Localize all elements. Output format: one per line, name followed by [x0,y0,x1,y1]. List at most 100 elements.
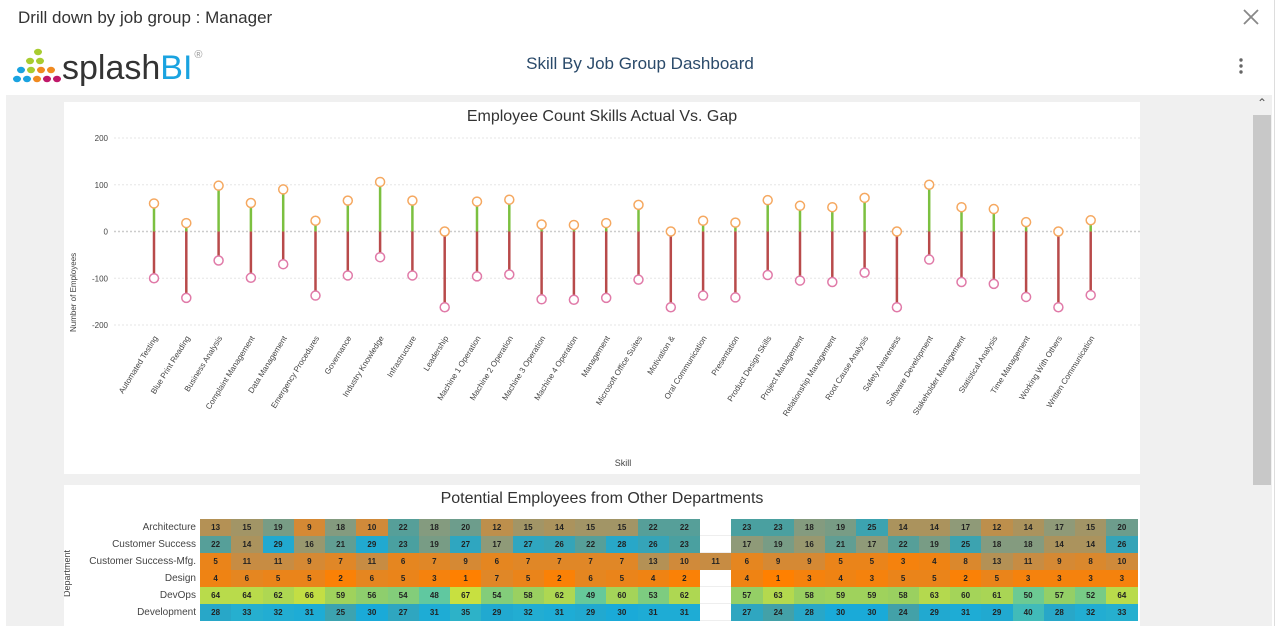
heatmap-cell[interactable]: 62 [543,587,575,604]
actual-marker[interactable] [148,198,160,209]
heatmap-cell[interactable]: 14 [543,519,575,536]
actual-marker[interactable] [633,199,644,211]
heatmap-cell[interactable]: 15 [575,519,607,536]
heatmap-cell[interactable]: 31 [293,604,325,621]
heatmap-cell[interactable]: 7 [418,553,450,570]
heatmap-cell[interactable]: 13 [981,553,1013,570]
heatmap-cell[interactable]: 1 [762,570,794,587]
actual-marker[interactable] [600,217,612,229]
gap-marker[interactable] [827,276,838,288]
heatmap-cell[interactable]: 18 [1012,536,1044,553]
actual-marker[interactable] [471,196,483,207]
heatmap-cell[interactable]: 23 [762,519,794,536]
heatmap-cell[interactable]: 23 [731,519,763,536]
heatmap-cell[interactable]: 17 [950,519,982,536]
heatmap-cell[interactable]: 5 [606,570,638,587]
gap-marker[interactable] [859,267,870,278]
heatmap-cell[interactable]: 22 [200,536,232,553]
heatmap-cell[interactable]: 3 [887,553,919,570]
heatmap-cell[interactable]: 60 [606,587,638,604]
heatmap-cell[interactable]: 6 [356,570,388,587]
actual-marker[interactable] [827,201,838,213]
heatmap-cell[interactable]: 4 [731,570,763,587]
heatmap-cell[interactable]: 11 [1012,553,1044,570]
actual-marker[interactable] [277,184,289,195]
actual-marker[interactable] [310,215,321,226]
heatmap-cell[interactable]: 22 [637,519,669,536]
heatmap-cell[interactable]: 15 [606,519,638,536]
heatmap-cell[interactable]: 26 [543,536,575,553]
heatmap-cell[interactable]: 12 [981,519,1013,536]
heatmap-cell[interactable]: 18 [418,519,450,536]
heatmap-cell[interactable]: 26 [637,536,669,553]
heatmap-cell[interactable]: 16 [293,536,325,553]
heatmap-cell[interactable]: 56 [356,587,388,604]
heatmap-cell[interactable]: 21 [325,536,357,553]
actual-marker[interactable] [439,226,450,237]
heatmap-cell[interactable]: 5 [293,570,325,587]
heatmap-cell[interactable]: 9 [293,553,325,570]
gap-marker[interactable] [1053,301,1064,313]
heatmap-cell[interactable]: 20 [450,519,482,536]
kebab-menu-icon[interactable] [1234,56,1248,76]
gap-marker[interactable] [1020,291,1032,303]
heatmap-cell[interactable]: 7 [512,553,544,570]
heatmap-cell[interactable]: 60 [950,587,982,604]
gap-marker[interactable] [988,278,1000,290]
gap-marker[interactable] [439,301,450,313]
heatmap-cell[interactable]: 19 [825,519,857,536]
heatmap-cell[interactable]: 16 [793,536,825,553]
heatmap-cell[interactable]: 4 [918,553,950,570]
heatmap-cell[interactable]: 31 [668,604,700,621]
heatmap-cell[interactable]: 11 [356,553,388,570]
heatmap-cell[interactable]: 25 [856,519,888,536]
heatmap-cell[interactable]: 31 [418,604,450,621]
heatmap-cell[interactable]: 15 [231,519,263,536]
gap-marker[interactable] [536,294,547,305]
gap-marker[interactable] [923,254,935,265]
heatmap-cell[interactable]: 5 [887,570,919,587]
gap-marker[interactable] [762,269,773,281]
gap-marker[interactable] [374,251,386,263]
gap-marker[interactable] [1085,289,1096,301]
gap-marker[interactable] [697,290,709,301]
heatmap-cell[interactable]: 49 [575,587,607,604]
heatmap-cell[interactable]: 19 [918,536,950,553]
gap-marker[interactable] [504,269,515,280]
heatmap-cell[interactable]: 10 [356,519,388,536]
heatmap-cell[interactable]: 9 [762,553,794,570]
heatmap-cell[interactable]: 10 [1106,553,1138,570]
heatmap-cell[interactable]: 7 [606,553,638,570]
heatmap-cell[interactable]: 52 [1075,587,1107,604]
actual-marker[interactable] [697,215,709,226]
heatmap-cell[interactable]: 6 [731,553,763,570]
heatmap-cell[interactable]: 29 [356,536,388,553]
gap-marker[interactable] [148,273,160,284]
heatmap-cell[interactable]: 6 [481,553,513,570]
heatmap-cell[interactable]: 32 [1075,604,1107,621]
heatmap-cell[interactable]: 61 [981,587,1013,604]
heatmap-cell[interactable]: 3 [1106,570,1138,587]
heatmap-cell[interactable]: 5 [200,553,232,570]
heatmap-cell[interactable]: 28 [200,604,232,621]
heatmap-cell[interactable]: 14 [887,519,919,536]
heatmap-cell[interactable]: 29 [981,604,1013,621]
heatmap-cell[interactable]: 17 [1043,519,1075,536]
heatmap-cell[interactable]: 2 [950,570,982,587]
heatmap-cell[interactable]: 27 [450,536,482,553]
heatmap-cell[interactable]: 3 [1043,570,1075,587]
heatmap-cell[interactable]: 3 [793,570,825,587]
gap-marker[interactable] [794,275,806,286]
heatmap-cell[interactable]: 3 [856,570,888,587]
heatmap-cell[interactable]: 4 [637,570,669,587]
heatmap-cell[interactable]: 13 [637,553,669,570]
heatmap-cell[interactable]: 22 [387,519,419,536]
heatmap-cell[interactable]: 18 [981,536,1013,553]
heatmap-cell[interactable]: 25 [325,604,357,621]
heatmap-cell[interactable]: 67 [450,587,482,604]
heatmap-cell[interactable]: 22 [575,536,607,553]
heatmap-cell[interactable]: 6 [231,570,263,587]
heatmap-cell[interactable]: 2 [668,570,700,587]
heatmap-cell[interactable]: 54 [387,587,419,604]
heatmap-cell[interactable]: 59 [856,587,888,604]
